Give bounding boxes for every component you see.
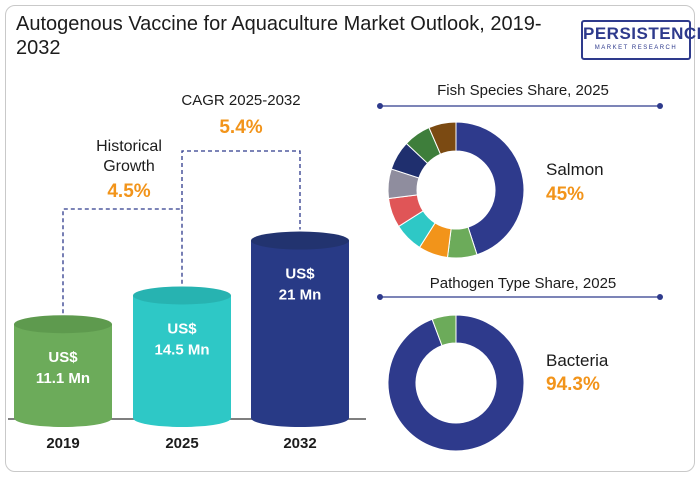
bar-top-2025: [133, 286, 231, 305]
market-outlook-chart: US$ 11.1 Mn 2019 US$ 14.5 Mn 2025 US$ 21 Mn 2032…: [8, 82, 663, 452]
cagr-label: CAGR 2025-2032: [181, 92, 300, 109]
bar-2025: [133, 295, 231, 427]
fish-highlight-label: Salmon: [546, 160, 604, 179]
bar-value-amount: 21 Mn: [279, 287, 322, 304]
bar-value-amount: 14.5 Mn: [154, 341, 209, 358]
historical-growth-value: 4.5%: [107, 181, 150, 202]
historical-growth-label: Historical: [96, 138, 162, 155]
fish-rule-dot-right: [657, 103, 663, 109]
fish-species-title: Fish Species Share, 2025: [437, 82, 609, 99]
bar-2019: [14, 324, 112, 427]
pathogen-type-title: Pathogen Type Share, 2025: [430, 275, 617, 292]
fish-species-donut: [387, 121, 525, 259]
bar-value-amount: 11.1 Mn: [36, 370, 90, 387]
bar-top-2019: [14, 315, 112, 334]
pathogen-type-donut: [387, 314, 525, 452]
bar-top-2032: [251, 231, 349, 250]
persistence-logo: PERSISTENCE MARKET RESEARCH: [581, 20, 700, 60]
cagr-value: 5.4%: [219, 117, 262, 138]
pathogen-rule-dot-left: [377, 294, 383, 300]
category-label: 2019: [46, 435, 79, 452]
fish-rule-dot-left: [377, 103, 383, 109]
pathogen-type-slice-1: [387, 314, 525, 452]
bar-value-currency: US$: [285, 266, 315, 283]
pathogen-rule-dot-right: [657, 294, 663, 300]
pathogen-highlight-value: 94.3%: [546, 374, 600, 395]
logo-tagline: MARKET RESEARCH: [594, 45, 678, 51]
infographic-frame: Autogenous Vaccine for Aquaculture Marke…: [5, 5, 700, 472]
bar-2032: [251, 240, 349, 427]
fish-species-slice-9: [428, 121, 457, 155]
cagr-connector: [181, 150, 301, 230]
category-label: 2025: [165, 435, 198, 452]
pathogen-type-slice-2: [431, 314, 457, 347]
bar-value-currency: US$: [167, 320, 197, 337]
fish-highlight-value: 45%: [546, 184, 584, 205]
historical-growth-connector: [62, 208, 183, 314]
fish-species-slice-1: [455, 121, 525, 256]
category-label: 2032: [283, 435, 316, 452]
logo-name: PERSISTENCE: [583, 24, 700, 43]
bar-value-currency: US$: [48, 349, 78, 366]
historical-growth-label: Growth: [103, 158, 155, 175]
pathogen-highlight-label: Bacteria: [546, 351, 609, 370]
page-title: Autogenous Vaccine for Aquaculture Marke…: [16, 13, 542, 59]
